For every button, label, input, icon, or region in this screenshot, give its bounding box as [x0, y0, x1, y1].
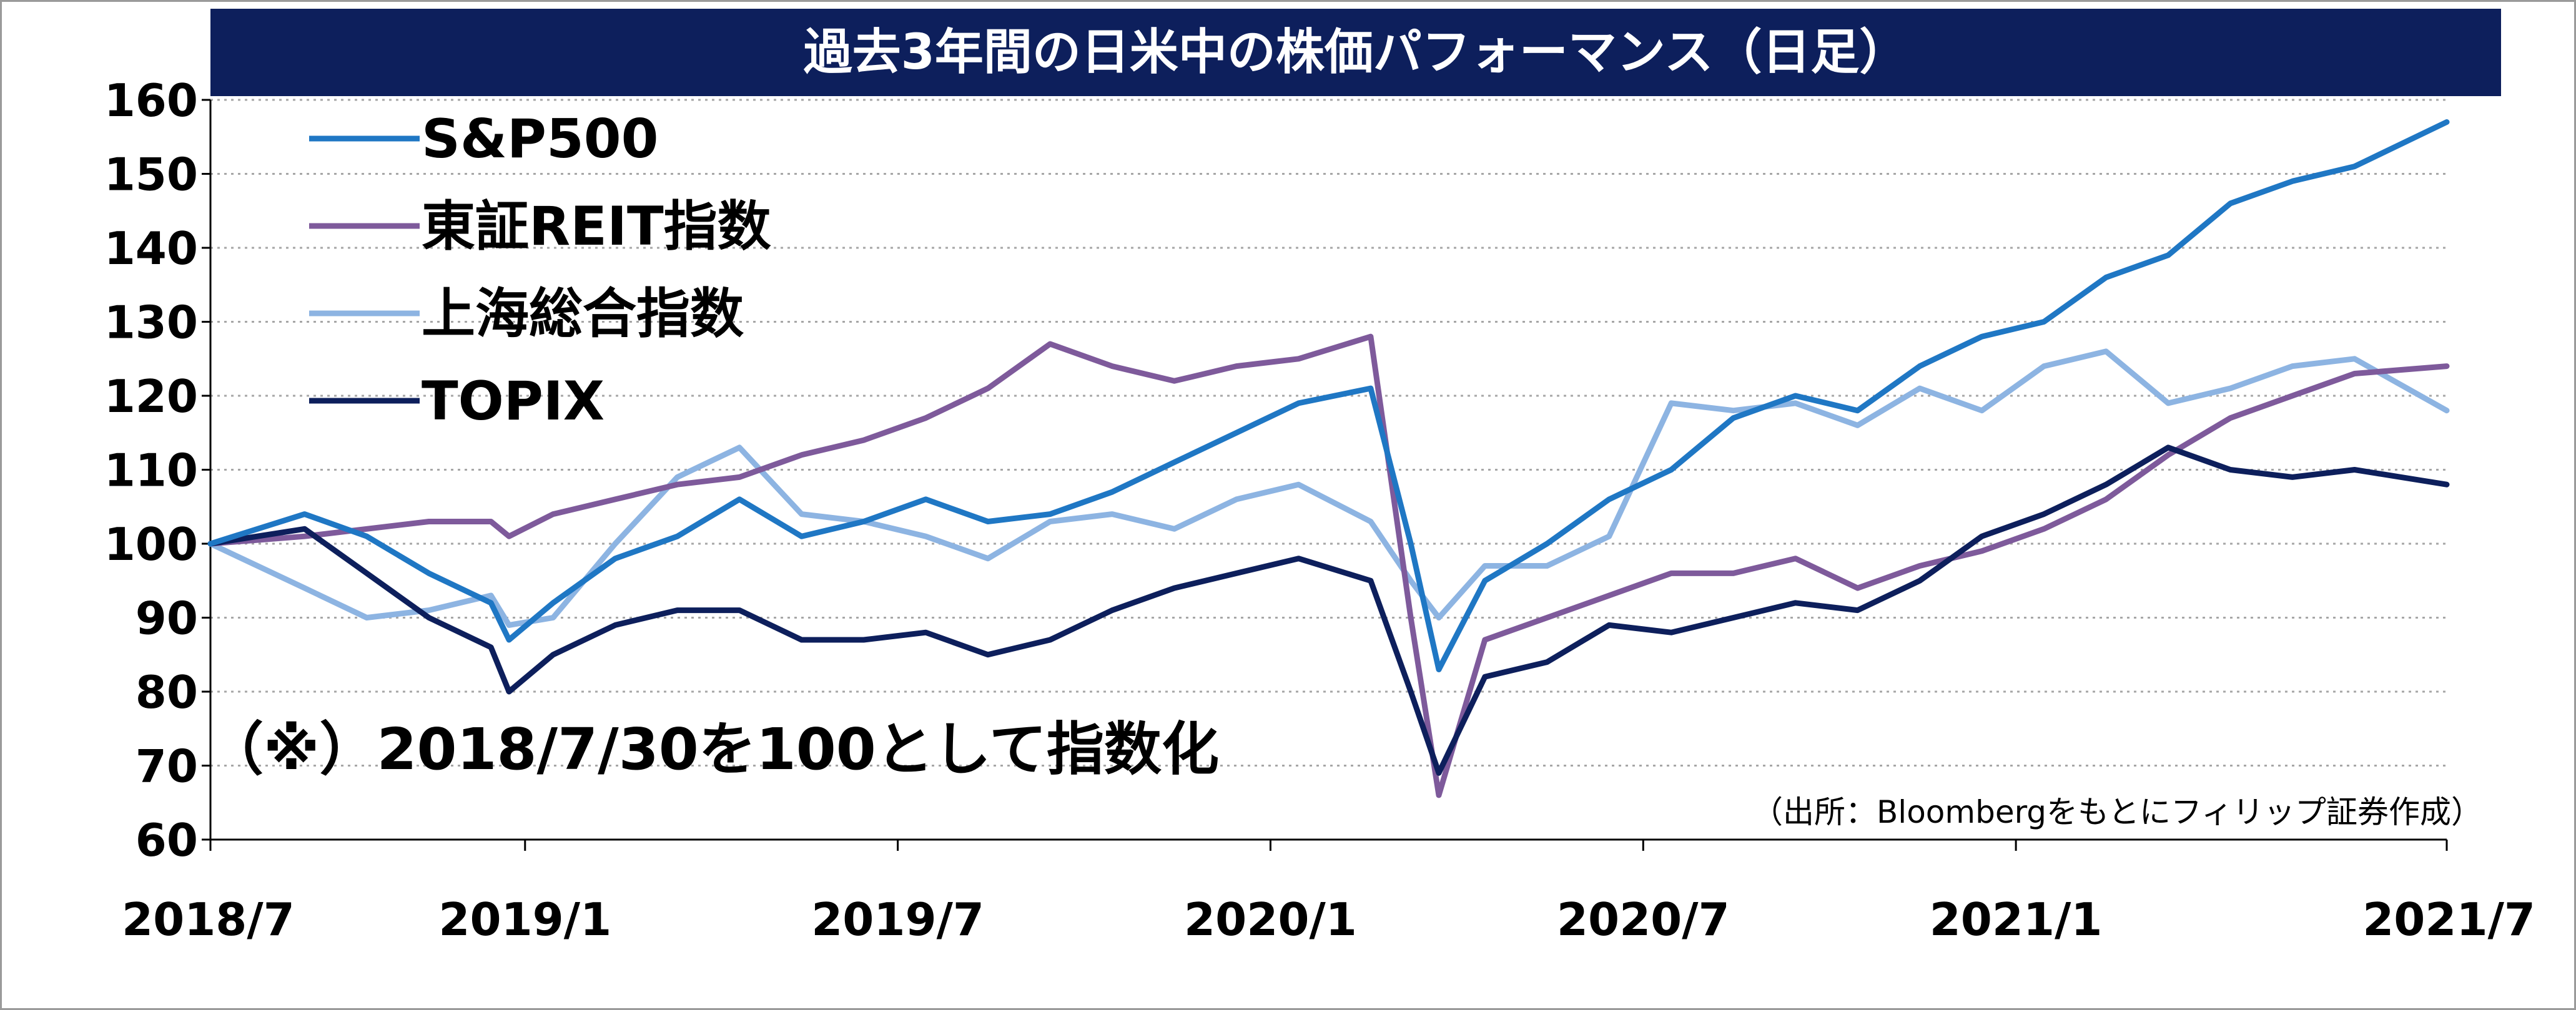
gridlines	[202, 99, 2447, 841]
x-tick-label: 2020/7	[1557, 893, 1730, 946]
x-tick-label: 2021/1	[1930, 893, 2103, 946]
y-tick-label: 110	[104, 444, 198, 497]
y-tick-labels: 60 70 80 90 100 110 120 130 140 150 160	[104, 74, 198, 866]
series-line	[207, 348, 2450, 628]
series-line	[207, 333, 2450, 798]
x-tick-label: 2021/7	[2362, 893, 2535, 946]
legend-label: 上海総合指数	[422, 283, 744, 345]
y-tick-label: 100	[104, 518, 198, 571]
series-lines	[207, 119, 2450, 798]
y-tick-label: 60	[136, 814, 198, 866]
y-tick-label: 120	[104, 370, 198, 423]
y-tick-label: 130	[104, 297, 198, 349]
x-tick-label: 2019/1	[438, 893, 611, 946]
x-tick-labels: 2018/7 2019/1 2019/7 2020/1 2020/7 2021/1 2021…	[122, 840, 2535, 946]
series-line	[207, 444, 2450, 776]
legend-label: S&P500	[422, 108, 658, 170]
chart-title-bar	[210, 9, 2501, 96]
x-tick-label: 2020/1	[1184, 893, 1357, 946]
x-tick-label: 2018/7	[122, 893, 295, 946]
axes	[209, 100, 2447, 841]
y-tick-label: 160	[104, 74, 198, 127]
legend-label: TOPIX	[422, 370, 605, 433]
y-tick-label: 150	[104, 149, 198, 201]
index-note: （※）2018/7/30を100として指数化	[206, 716, 1219, 783]
source-note: （出所：Bloombergをもとにフィリップ証券作成）	[1752, 794, 2482, 830]
x-tick-label: 2019/7	[811, 893, 984, 946]
y-tick-label: 90	[136, 592, 198, 645]
legend-label: 東証REIT指数	[422, 195, 771, 258]
y-tick-label: 70	[136, 740, 198, 793]
series-line	[207, 119, 2450, 672]
chart-title: 過去3年間の日米中の株価パフォーマンス（日足）	[804, 24, 1908, 81]
y-tick-label: 80	[136, 666, 198, 718]
y-tick-label: 140	[104, 222, 198, 275]
